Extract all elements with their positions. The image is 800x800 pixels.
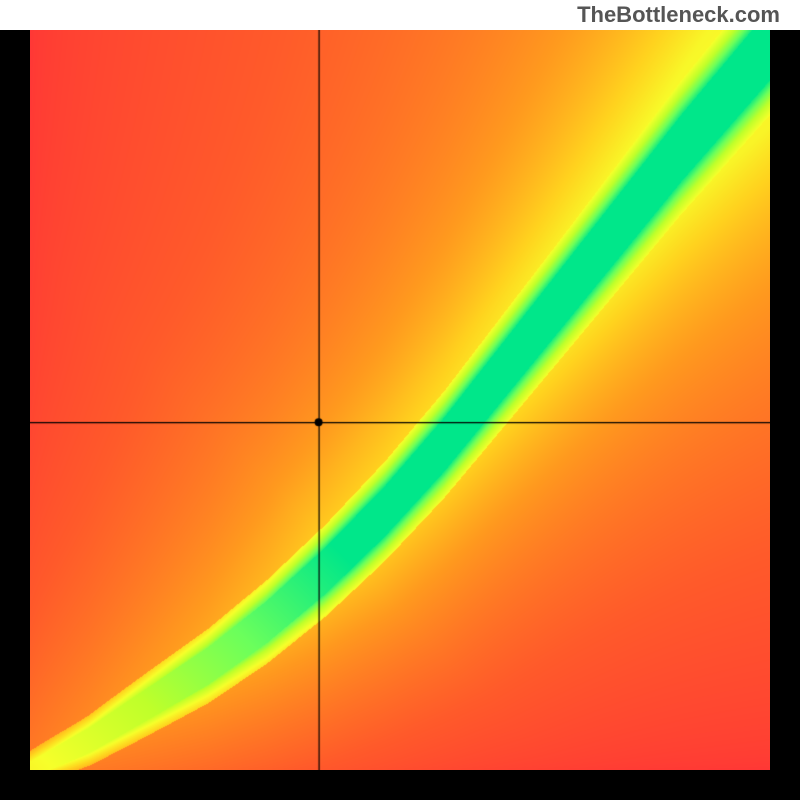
bottleneck-heatmap — [30, 30, 770, 770]
chart-container: TheBottleneck.com — [0, 0, 800, 800]
plot-frame — [30, 30, 770, 770]
watermark-label: TheBottleneck.com — [0, 0, 800, 30]
